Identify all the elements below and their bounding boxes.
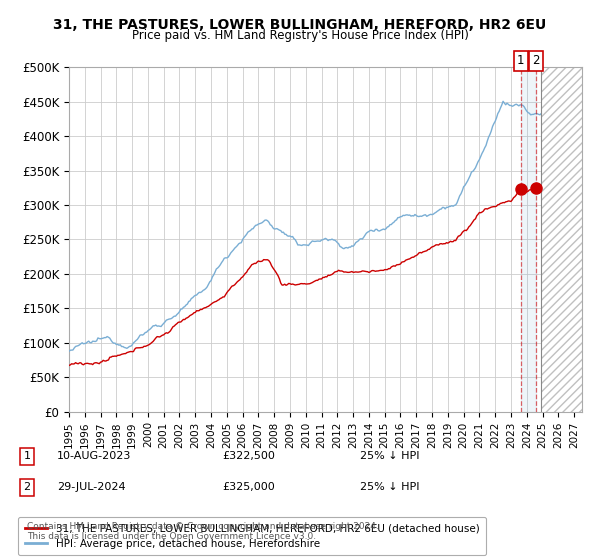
- Text: 31, THE PASTURES, LOWER BULLINGHAM, HEREFORD, HR2 6EU: 31, THE PASTURES, LOWER BULLINGHAM, HERE…: [53, 18, 547, 32]
- Bar: [541, 67, 590, 412]
- Text: 2: 2: [23, 482, 31, 492]
- Legend: 31, THE PASTURES, LOWER BULLINGHAM, HEREFORD, HR2 6EU (detached house), HPI: Ave: 31, THE PASTURES, LOWER BULLINGHAM, HERE…: [18, 517, 486, 555]
- Text: £325,000: £325,000: [222, 482, 275, 492]
- Text: 25% ↓ HPI: 25% ↓ HPI: [360, 482, 419, 492]
- Text: 25% ↓ HPI: 25% ↓ HPI: [360, 451, 419, 461]
- Bar: [541, 67, 590, 412]
- Text: 2: 2: [532, 54, 539, 67]
- Bar: [521, 67, 536, 412]
- Text: 29-JUL-2024: 29-JUL-2024: [57, 482, 125, 492]
- Text: Contains HM Land Registry data © Crown copyright and database right 2024.
This d: Contains HM Land Registry data © Crown c…: [27, 522, 379, 542]
- Text: 1: 1: [517, 54, 524, 67]
- Text: 10-AUG-2023: 10-AUG-2023: [57, 451, 131, 461]
- Text: Price paid vs. HM Land Registry's House Price Index (HPI): Price paid vs. HM Land Registry's House …: [131, 29, 469, 42]
- Text: £322,500: £322,500: [222, 451, 275, 461]
- Text: 1: 1: [23, 451, 31, 461]
